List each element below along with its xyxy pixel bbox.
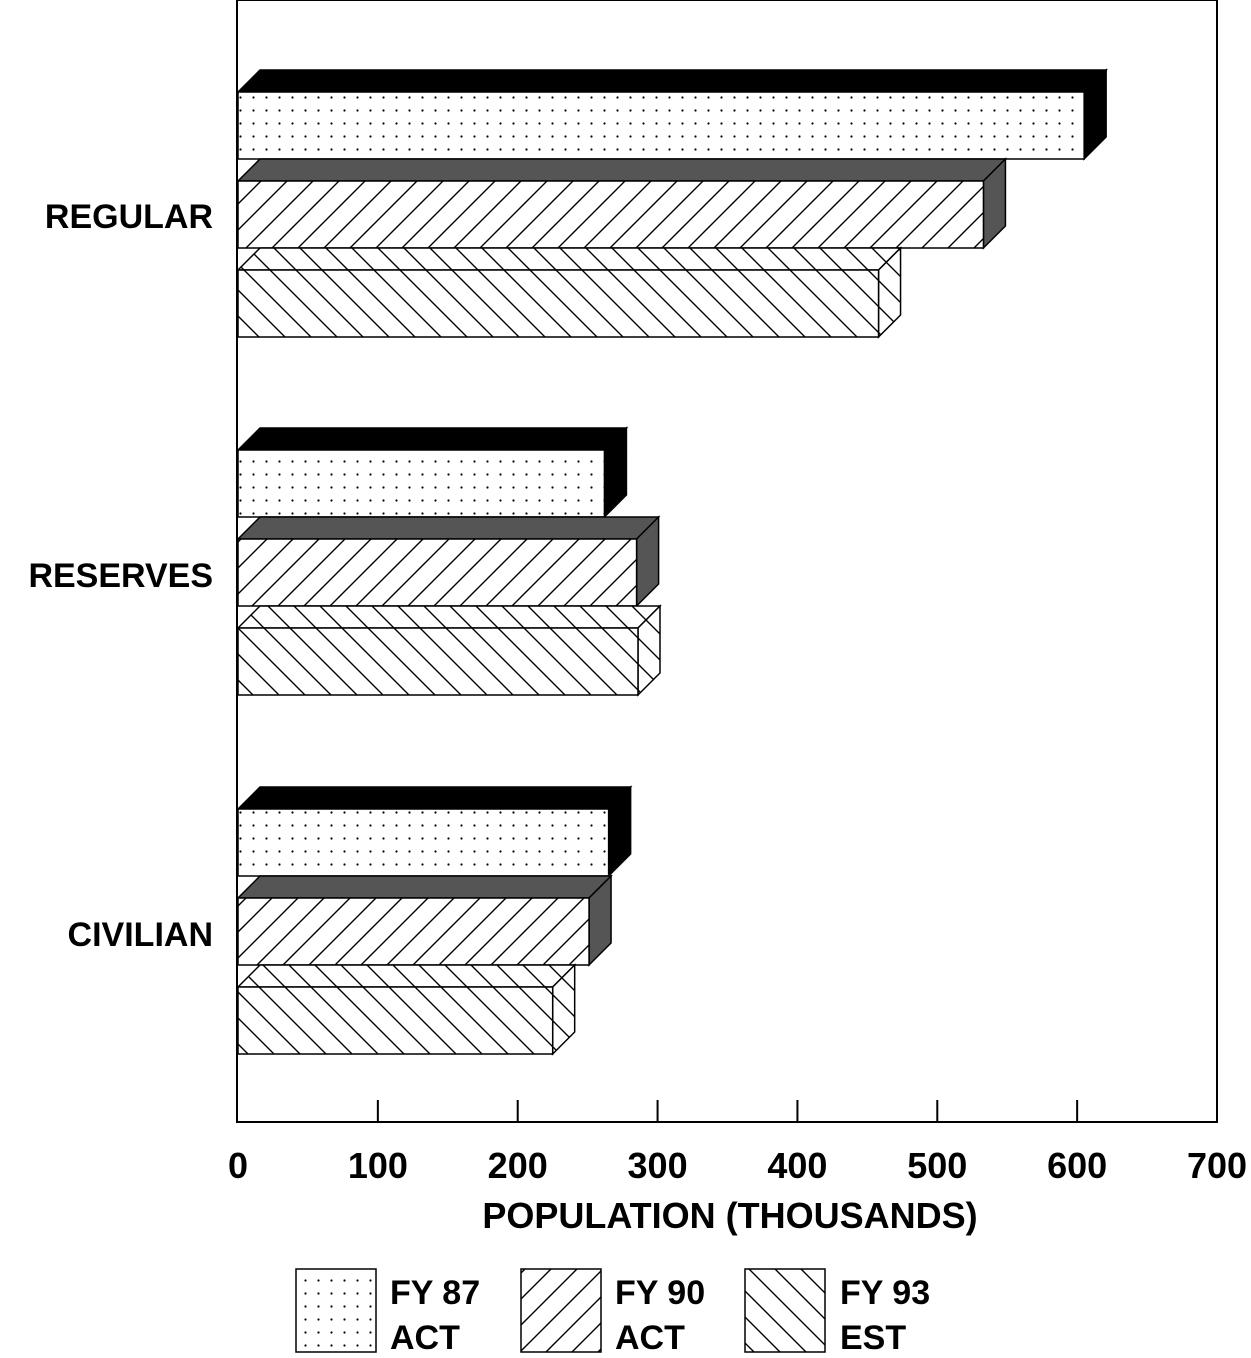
bar-top-face [236,158,1008,182]
legend-item-fy90: FY 90 ACT [520,1268,705,1357]
x-axis-ticks: 0 100 200 300 400 500 600 700 [228,1100,1247,1186]
bar-top-face [236,605,662,629]
bar-top-face [236,247,903,271]
legend-label-fy87-line2: ACT [390,1319,460,1357]
bar-civilian-fy-93-est [236,963,577,1056]
bar-group-civilian [236,785,633,1056]
x-tick-label: 300 [628,1145,688,1186]
x-tick-label: 0 [228,1145,248,1186]
category-label-reserves: RESERVES [28,557,213,595]
x-tick-label: 700 [1187,1145,1247,1186]
legend-item-fy87: FY 87 ACT [295,1268,480,1357]
bar-reserves-fy-87-act [236,426,629,519]
legend: FY 87 ACT FY 90 ACT FY 93 EST [295,1268,930,1357]
legend-label-fy90-line1: FY 90 [615,1274,705,1312]
legend-label-fy90-line2: ACT [615,1319,685,1357]
bar-reserves-fy-90-act [236,515,661,608]
bar-front-face [237,808,610,877]
bar-group-regular [236,68,1108,339]
bar-top-face [236,964,577,988]
bar-front-face [237,449,606,518]
plot-frame [236,0,1218,1123]
x-tick-label: 400 [767,1145,827,1186]
bar-top-face [236,516,661,540]
bar-top-face [236,69,1108,93]
x-tick-label: 100 [348,1145,408,1186]
x-tick-label: 200 [488,1145,548,1186]
bars-layer [236,68,1108,1056]
x-axis-title: POPULATION (THOUSANDS) [482,1195,977,1236]
legend-swatch-fy90 [520,1268,602,1353]
bar-reserves-fy-93-est [236,604,662,697]
legend-label-fy93-line1: FY 93 [840,1274,930,1312]
x-tick-label: 600 [1047,1145,1107,1186]
bar-top-face [236,427,629,451]
bar-regular-fy-93-est [236,246,903,339]
bar-regular-fy-87-act [236,68,1108,161]
bar-front-face [237,897,590,966]
legend-label-fy93-line2: EST [840,1319,906,1357]
legend-swatch-fy93 [744,1268,826,1353]
category-label-civilian: CIVILIAN [68,916,213,954]
bar-front-face [237,627,639,696]
bar-civilian-fy-87-act [236,785,633,878]
legend-item-fy93: FY 93 EST [744,1268,930,1357]
legend-label-fy87-line1: FY 87 [390,1274,480,1312]
bar-front-face [237,91,1085,160]
bar-front-face [237,180,985,249]
bar-regular-fy-90-act [236,157,1008,250]
bar-top-face [236,786,633,810]
category-label-regular: REGULAR [45,198,213,236]
legend-swatch-fy87 [295,1268,377,1353]
x-tick-label: 500 [907,1145,967,1186]
bar-front-face [237,269,880,338]
bar-front-face [237,986,554,1055]
bar-top-face [236,875,613,899]
bar-civilian-fy-90-act [236,874,613,967]
bar-front-face [237,538,638,607]
bar-group-reserves [236,426,662,697]
